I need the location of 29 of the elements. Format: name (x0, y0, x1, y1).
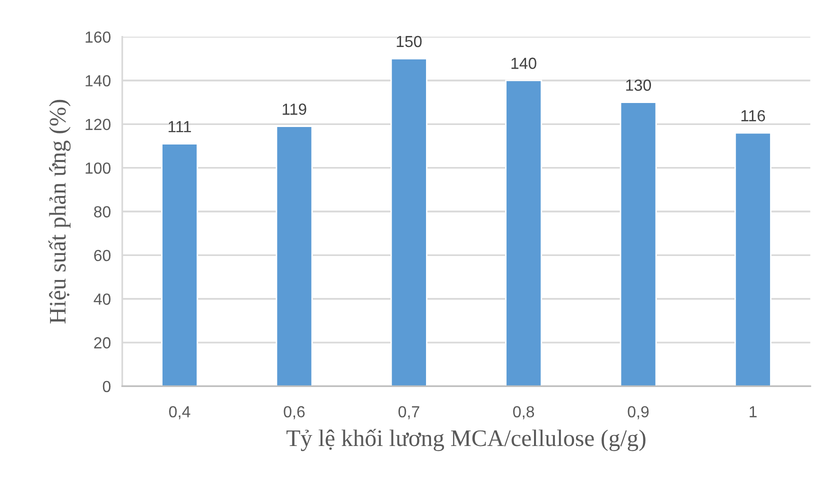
y-tick-label: 20 (94, 337, 111, 348)
data-label: 150 (396, 36, 422, 48)
y-tick-label: 80 (94, 206, 111, 218)
bar (161, 143, 198, 386)
bar (505, 80, 542, 386)
data-label: 116 (741, 110, 766, 122)
y-tick-label: 100 (86, 162, 111, 174)
y-tick-label: 0 (102, 380, 111, 392)
y-axis-title: Hiệu suất phản ứng (%) (48, 100, 71, 324)
y-tick-label: 160 (86, 31, 111, 43)
x-axis-title: Tỷ lệ khối lương MCA/cellulose (g/g) (286, 428, 646, 452)
y-tick-label: 60 (94, 250, 111, 262)
data-label: 119 (282, 104, 306, 115)
x-tick-label: 0,7 (398, 406, 420, 420)
bar (276, 126, 313, 386)
x-tick-label: 0,4 (169, 406, 190, 420)
x-tick-label: 0,9 (628, 406, 649, 420)
x-tick-label: 0,8 (513, 406, 534, 420)
y-tick-label: 120 (86, 118, 111, 130)
x-tick-label: 1 (750, 406, 757, 418)
data-label: 130 (626, 80, 651, 91)
x-tick-label: 0,6 (284, 406, 305, 420)
bar (390, 58, 428, 386)
bar (620, 102, 657, 386)
data-label: 111 (168, 121, 191, 132)
y-tick-label: 140 (86, 75, 111, 86)
data-label: 140 (512, 58, 536, 69)
bar (734, 132, 772, 386)
y-tick-label: 40 (94, 294, 111, 305)
